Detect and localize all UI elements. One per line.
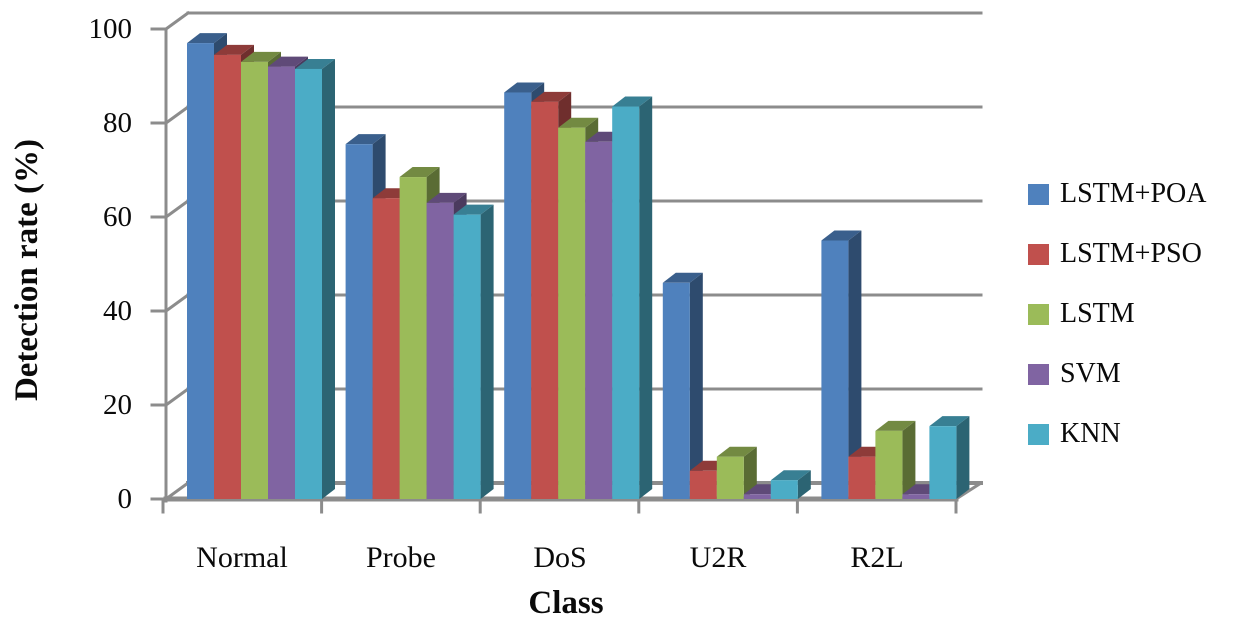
bar-top-face: [399, 167, 440, 178]
bar-side-face: [797, 470, 811, 499]
bar-u2r-svm: [743, 494, 771, 499]
bar-dos-knn: [612, 106, 640, 500]
bar-dos-lstm: [558, 127, 586, 499]
wall-connector: [163, 386, 191, 408]
x-category-label-u2r: U2R: [689, 541, 747, 574]
bar-side-face: [743, 446, 757, 499]
legend-item: LSTM+PSO: [1028, 224, 1248, 284]
bar-probe-lstm-pso: [372, 198, 400, 499]
wall-connector: [163, 10, 191, 32]
wall-connector: [163, 104, 191, 126]
legend-marker: [1028, 363, 1049, 385]
bar-r2l-lstm: [875, 430, 903, 499]
bar-dos-svm: [585, 141, 613, 500]
bar-side-face: [956, 416, 970, 499]
bar-top-face: [716, 446, 757, 457]
legend-label: LSTM+POA: [1060, 178, 1207, 209]
bar-normal-lstm: [241, 61, 268, 500]
bar-normal-lstm-poa: [187, 43, 214, 499]
bar-r2l-lstm-pso: [848, 456, 876, 499]
bar-top-face: [821, 230, 862, 241]
bar-top-face: [426, 192, 467, 203]
bar-top-face: [770, 470, 811, 481]
y-tick-label-40: 40: [103, 295, 132, 327]
bar-top-face: [187, 33, 227, 44]
bar-top-face: [241, 51, 281, 62]
legend-item: KNN: [1028, 404, 1248, 464]
bar-top-face: [504, 82, 545, 93]
bar-top-face: [558, 117, 599, 128]
legend: LSTM+POA LSTM+PSO LSTM SVM KNN: [1028, 164, 1248, 464]
bar-u2r-lstm-poa: [662, 282, 690, 499]
y-tick-label-100: 100: [88, 13, 133, 45]
bar-side-face: [480, 204, 494, 499]
legend-label: KNN: [1060, 418, 1121, 449]
bar-u2r-lstm-pso: [689, 470, 717, 499]
legend-label: LSTM: [1060, 298, 1135, 329]
bar-normal-svm: [268, 66, 295, 499]
bar-side-face: [689, 272, 703, 499]
legend-marker: [1028, 243, 1049, 265]
legend-marker: [1028, 183, 1049, 205]
legend-item: LSTM: [1028, 284, 1248, 344]
wall-connector: [163, 480, 191, 502]
bar-r2l-knn: [929, 426, 957, 499]
legend-item: LSTM+POA: [1028, 164, 1248, 224]
bar-u2r-lstm: [716, 456, 744, 499]
x-axis-title: Class: [528, 585, 604, 621]
bar-top-face: [453, 204, 494, 215]
bar-probe-lstm-poa: [345, 144, 373, 499]
bar-dos-lstm-poa: [504, 92, 532, 499]
bar-top-face: [929, 416, 970, 427]
bar-u2r-knn: [770, 480, 798, 499]
x-category-label-normal: Normal: [196, 541, 288, 574]
bar-side-face: [902, 420, 916, 499]
bar-dos-lstm-pso: [531, 101, 559, 499]
x-category-label-dos: DoS: [533, 541, 587, 574]
bar-probe-svm: [426, 202, 454, 499]
bar-top-face: [214, 44, 254, 55]
bar-top-face: [531, 91, 572, 102]
bar-r2l-svm: [902, 494, 930, 499]
x-category-label-r2l: R2L: [850, 541, 904, 574]
y-tick-label-20: 20: [103, 389, 132, 421]
y-tick-label-60: 60: [103, 201, 132, 233]
legend-marker: [1028, 303, 1049, 325]
wall-connector: [163, 198, 191, 220]
bar-normal-lstm-pso: [214, 54, 241, 499]
y-tick-label-80: 80: [103, 107, 132, 139]
bar-normal-knn: [295, 68, 322, 499]
bar-side-face: [639, 96, 653, 500]
legend-marker: [1028, 423, 1049, 445]
bar-top-face: [875, 420, 916, 431]
bar-top-face: [612, 96, 653, 107]
bar-side-face: [322, 58, 335, 499]
bar-top-face: [345, 134, 386, 145]
y-tick-label-0: 0: [117, 483, 133, 515]
bar-r2l-lstm-poa: [821, 240, 849, 499]
legend-item: SVM: [1028, 344, 1248, 404]
wall-connector: [163, 292, 191, 314]
bar-top-face: [268, 56, 308, 67]
bar-side-face: [848, 230, 862, 499]
bar-probe-knn: [453, 214, 481, 499]
bar-top-face: [662, 272, 703, 283]
floor-right-edge: [953, 480, 984, 502]
bar-probe-lstm: [399, 177, 427, 500]
x-category-label-probe: Probe: [366, 541, 436, 574]
legend-label: SVM: [1060, 358, 1121, 389]
legend-label: LSTM+PSO: [1060, 238, 1202, 269]
bar-top-face: [295, 58, 335, 69]
